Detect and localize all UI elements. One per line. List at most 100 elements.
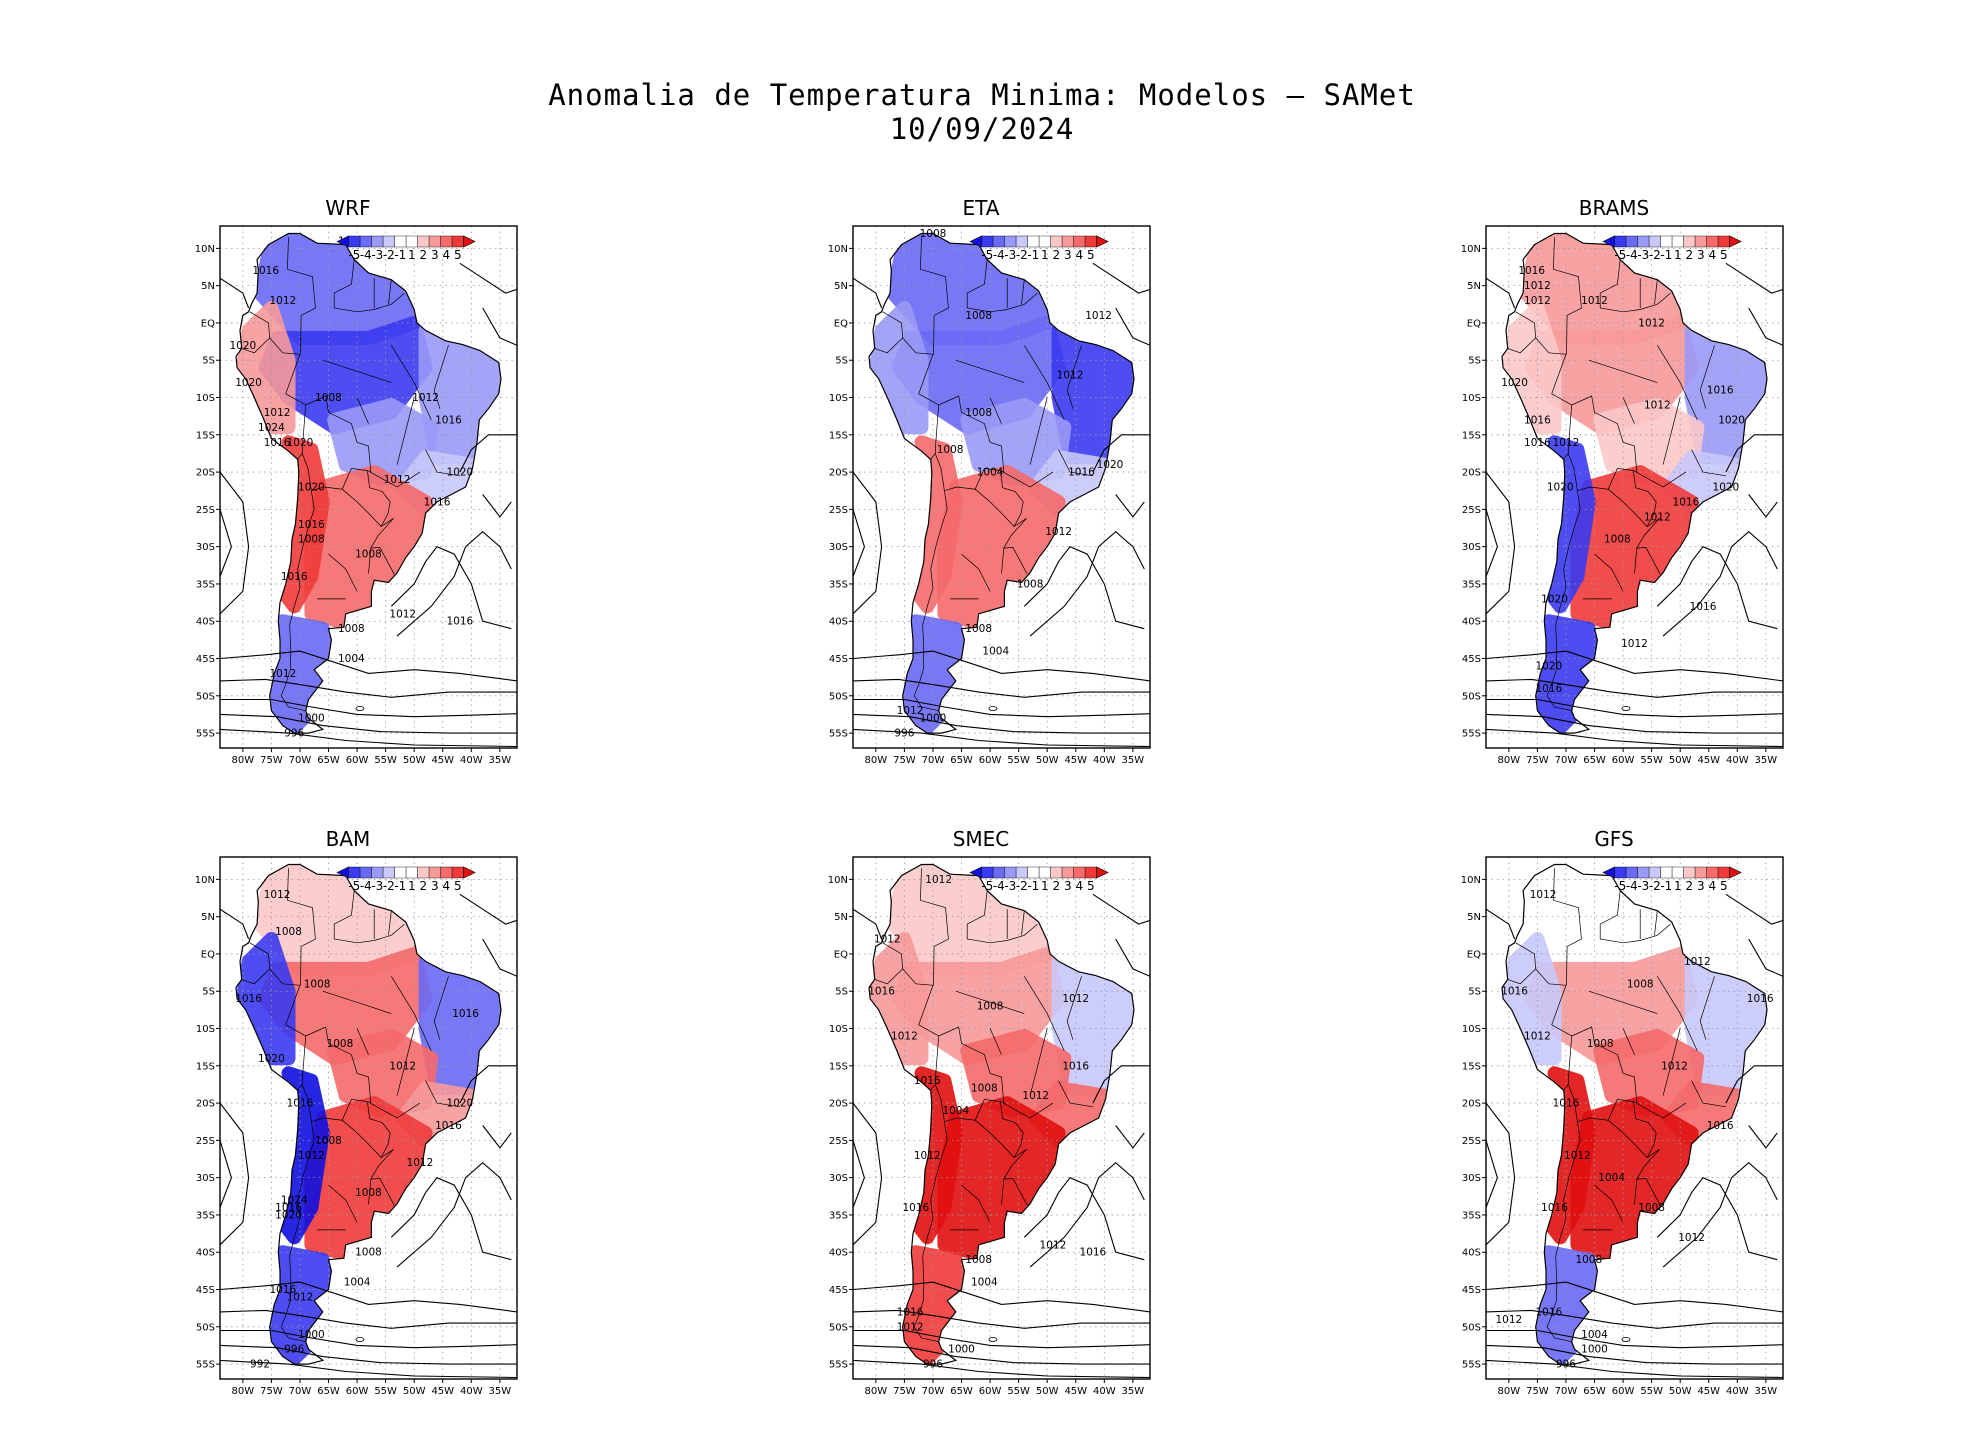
lon-label: 55W: [1640, 1386, 1663, 1397]
isobar-label: 1008: [965, 310, 992, 322]
lat-label: 10S: [196, 393, 215, 404]
isobar-label: 1016: [1535, 1306, 1562, 1318]
lat-label: 20S: [196, 1099, 215, 1110]
legend-label: -4: [1626, 879, 1638, 893]
isobar-label: 1004: [977, 467, 1004, 479]
legend-label: -2: [1649, 248, 1661, 262]
legend-label: -3: [1637, 248, 1649, 262]
isobar-label: 1012: [1581, 295, 1608, 307]
country-border: [356, 1028, 369, 1055]
lat-label: 45S: [1462, 654, 1481, 665]
legend-arrow-right: [463, 866, 476, 879]
legend-swatch: [1637, 866, 1650, 879]
isobar-label: 1020: [447, 467, 474, 479]
isobar-line: [853, 728, 1150, 748]
legend-swatch: [451, 866, 464, 879]
lon-label: 60W: [979, 1386, 1002, 1397]
country-border: [1021, 910, 1025, 936]
legend-arrow-right: [1729, 235, 1742, 248]
isobar-line: [1486, 1281, 1783, 1313]
lat-label: 45S: [1462, 1285, 1481, 1296]
isobar-label: 1008: [1575, 1254, 1602, 1266]
isobar-line: [220, 509, 232, 577]
coastline: [235, 863, 502, 1365]
isobar-label: 1008: [1604, 534, 1631, 546]
lon-label: 35W: [1122, 755, 1145, 766]
isobar-label: 1012: [1530, 889, 1557, 901]
isobar-label: 1012: [1524, 280, 1551, 292]
country-border: [955, 359, 1025, 383]
panel-title-brams: BRAMS: [1578, 196, 1650, 220]
lon-label: 35W: [1755, 755, 1778, 766]
isobar-label: 1020: [287, 437, 314, 449]
country-border: [280, 490, 315, 712]
lon-label: 60W: [979, 755, 1002, 766]
country-border: [1571, 1026, 1638, 1104]
country-border: [1001, 1178, 1028, 1206]
isobar-label: 1012: [1045, 526, 1072, 538]
isobar-line: [853, 1359, 1150, 1379]
country-border: [368, 1178, 395, 1206]
falkland-islands: [988, 1337, 998, 1342]
lat-label: 50S: [196, 1322, 215, 1333]
country-border: [1003, 471, 1054, 488]
isobar-label: 1008: [1627, 978, 1654, 990]
country-border: [1021, 279, 1025, 305]
country-border: [322, 359, 392, 383]
lon-label: 70W: [922, 755, 945, 766]
legend-label: 1: [1674, 248, 1682, 262]
legend-label: -5: [1614, 248, 1626, 262]
legend-swatch: [382, 866, 395, 879]
isobar-label: 1008: [965, 407, 992, 419]
country-border: [370, 1102, 421, 1119]
lon-label: 75W: [893, 1386, 916, 1397]
isobar-label: 1016: [235, 993, 262, 1005]
legend-swatch: [440, 866, 453, 879]
legend-label: -5: [348, 248, 360, 262]
country-border: [1634, 547, 1661, 575]
isobar-line: [1486, 728, 1783, 748]
isobar-line: [220, 1359, 517, 1379]
isobar-line: [853, 1309, 1150, 1329]
isobar-label: 1000: [298, 1329, 325, 1341]
falkland-islands: [355, 1337, 365, 1342]
legend-swatch: [1637, 235, 1650, 248]
lat-label: 40S: [196, 1248, 215, 1259]
country-border: [1058, 449, 1093, 477]
lon-label: 55W: [374, 1386, 397, 1397]
lon-label: 55W: [1007, 755, 1030, 766]
legend-swatch: [451, 235, 464, 248]
lat-label: 20S: [1462, 468, 1481, 479]
country-border: [1633, 1101, 1657, 1134]
isobar-label: 1012: [1057, 370, 1084, 382]
map-frame: [219, 856, 518, 1380]
country-border: [1607, 1119, 1657, 1159]
legend-swatch: [1038, 866, 1051, 879]
isobar-label: 1020: [258, 1053, 285, 1065]
isobar-label: 1008: [1017, 578, 1044, 590]
isobar-label: 1012: [891, 1030, 918, 1042]
isobar-line: [1748, 938, 1783, 977]
isobar-label: 1008: [937, 444, 964, 456]
country-border: [989, 1028, 1002, 1055]
lat-label: 30S: [196, 542, 215, 553]
isobar-label: 1012: [874, 934, 901, 946]
country-border: [1662, 397, 1681, 465]
isobar-line: [1486, 1102, 1516, 1246]
isobar-label: 1012: [1040, 1239, 1067, 1251]
isobar-line: [390, 1177, 512, 1261]
lat-label: 5S: [202, 987, 215, 998]
lon-label: 55W: [374, 755, 397, 766]
isobar-line: [1725, 434, 1783, 473]
figure-date: 10/09/2024: [889, 112, 1075, 146]
lat-label: EQ: [201, 318, 215, 329]
isobar-line: [390, 546, 512, 630]
country-border: [1607, 488, 1657, 528]
country-border: [433, 345, 449, 409]
isobar-label: 1016: [287, 1098, 314, 1110]
lat-label: 40S: [1462, 1248, 1481, 1259]
legend-label: -4: [1626, 248, 1638, 262]
legend-swatch: [1660, 235, 1673, 248]
legend-swatch: [1694, 235, 1707, 248]
country-border: [425, 449, 460, 477]
